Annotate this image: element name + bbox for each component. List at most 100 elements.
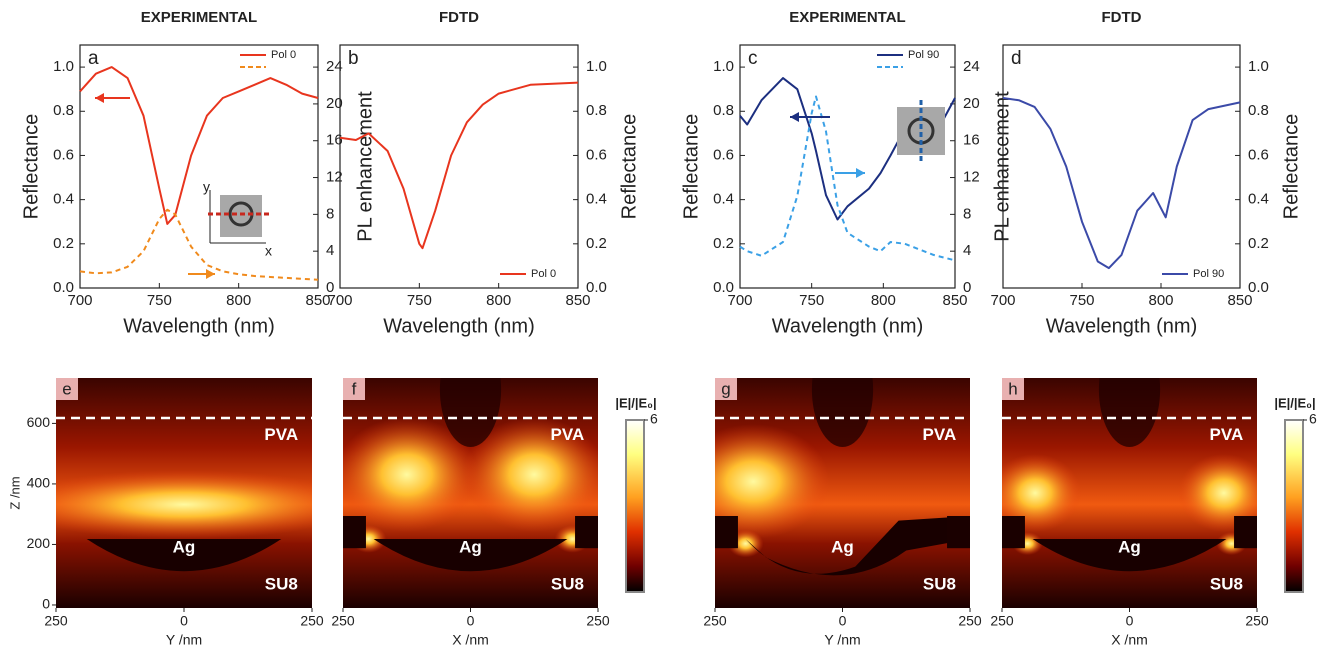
y2-tick-label: 12 xyxy=(963,169,980,186)
y-tick-label: 0.8 xyxy=(53,102,74,119)
film-edge xyxy=(343,516,366,549)
film-edge xyxy=(575,516,598,549)
series-line xyxy=(739,95,956,262)
y2-tick-label: 16 xyxy=(326,132,343,149)
y2-tick-label: 24 xyxy=(963,58,980,75)
y-axis-label: Reflectance xyxy=(618,114,640,220)
y-axis-label: Reflectance xyxy=(680,114,702,220)
y-axis-label: Z /nm xyxy=(7,476,22,509)
colorbar xyxy=(1284,419,1304,593)
series-line xyxy=(1002,97,1241,270)
legend-label: Pol 0 xyxy=(271,49,296,61)
y-axis-label: Reflectance xyxy=(20,114,42,220)
panel-label: a xyxy=(88,48,99,69)
y-tick-label: 0.4 xyxy=(586,191,607,208)
y-tick-label: 0.4 xyxy=(713,191,734,208)
silver-particle xyxy=(1032,539,1227,572)
field-map xyxy=(56,378,312,608)
y-tick-label: 0.6 xyxy=(713,146,734,163)
region-label: PVA xyxy=(923,425,957,444)
field-map xyxy=(715,378,970,608)
panel-label: b xyxy=(348,48,359,69)
y2-tick-label: 0 xyxy=(963,279,971,296)
y-axis-label: Reflectance xyxy=(1280,114,1302,220)
y-tick-label: 0 xyxy=(42,596,50,612)
x-tick-label: 800 xyxy=(486,292,511,309)
y2-tick-label: 0 xyxy=(326,279,334,296)
y-tick-label: 0.0 xyxy=(53,279,74,296)
field-map xyxy=(1002,378,1257,608)
colorbar-label: |E|/|E₀| xyxy=(615,395,656,410)
legend-label: Pol 0 xyxy=(531,268,556,280)
field-hotspot xyxy=(56,470,312,539)
silver-particle xyxy=(86,539,282,572)
series-line xyxy=(339,81,579,250)
dark-region xyxy=(439,378,502,447)
y-tick-label: 0.8 xyxy=(586,102,607,119)
plot-frame xyxy=(79,44,319,289)
film-edge xyxy=(947,516,970,549)
y-tick-label: 0.0 xyxy=(713,279,734,296)
field-hotspot xyxy=(462,417,598,533)
y2-tick-label: 8 xyxy=(326,205,334,222)
x-tick-label: 850 xyxy=(1227,292,1252,309)
region-label: SU8 xyxy=(923,574,956,593)
y2-tick-label: 4 xyxy=(963,242,971,259)
legend-label: Pol 90 xyxy=(908,49,939,61)
region-label: SU8 xyxy=(265,574,298,593)
y-tick-label: 0.6 xyxy=(53,146,74,163)
field-hotspot xyxy=(1177,453,1257,533)
colorbar-tick-label: 6 xyxy=(1309,411,1317,427)
panel-label: d xyxy=(1011,48,1022,69)
y-tick-label: 1.0 xyxy=(713,58,734,75)
y-tick-label: 1.0 xyxy=(53,58,74,75)
x-tick-label: 250 xyxy=(44,613,68,629)
region-label: Ag xyxy=(173,538,196,557)
x-tick-label: 250 xyxy=(300,613,324,629)
y-tick-label: 200 xyxy=(27,535,51,551)
colorbar-tick-label: 6 xyxy=(650,411,658,427)
x-tick-label: 750 xyxy=(1069,292,1094,309)
x-tick-label: 250 xyxy=(990,613,1014,629)
panel-label: h xyxy=(1008,379,1017,398)
y-tick-label: 0.6 xyxy=(586,146,607,163)
x-tick-label: 850 xyxy=(942,292,967,309)
x-axis-label: X /nm xyxy=(1111,632,1148,648)
y2-tick-label: 24 xyxy=(326,58,343,75)
field-hotspot xyxy=(715,424,830,539)
colorbar-label: |E|/|E₀| xyxy=(1274,395,1315,410)
panel-label: e xyxy=(62,379,71,398)
x-tick-label: 800 xyxy=(226,292,251,309)
x-tick-label: 250 xyxy=(703,613,727,629)
y-tick-label: 0.2 xyxy=(713,235,734,252)
y2-tick-label: 4 xyxy=(326,242,334,259)
field-hotspot xyxy=(1002,453,1082,533)
y-tick-label: 0.4 xyxy=(53,191,74,208)
annotation-arrowhead xyxy=(790,112,799,122)
y2-tick-label: 12 xyxy=(326,169,343,186)
y-tick-label: 0.8 xyxy=(713,102,734,119)
x-axis-label: Wavelength (nm) xyxy=(772,315,924,337)
inset-image xyxy=(897,107,945,155)
x-tick-label: 0 xyxy=(839,613,847,629)
plot-frame xyxy=(739,44,956,289)
inset-image xyxy=(220,195,262,237)
panel-label: f xyxy=(352,379,357,398)
region-label: PVA xyxy=(551,425,585,444)
y-tick-label: 0.2 xyxy=(53,235,74,252)
inset-axis-label: y xyxy=(203,179,210,195)
x-tick-label: 250 xyxy=(958,613,982,629)
y2-tick-label: 20 xyxy=(326,95,343,112)
chart-title: EXPERIMENTAL xyxy=(141,9,257,26)
x-tick-label: 750 xyxy=(799,292,824,309)
y2-tick-label: 8 xyxy=(963,205,971,222)
panel-label-box xyxy=(1002,378,1024,400)
x-tick-label: 0 xyxy=(1126,613,1134,629)
region-label: PVA xyxy=(264,425,298,444)
x-tick-label: 700 xyxy=(67,292,92,309)
annotation-arrowhead xyxy=(206,269,215,279)
x-axis-label: Y /nm xyxy=(824,632,860,648)
colorbar xyxy=(625,419,645,593)
inset-axis-label: x xyxy=(265,243,272,259)
